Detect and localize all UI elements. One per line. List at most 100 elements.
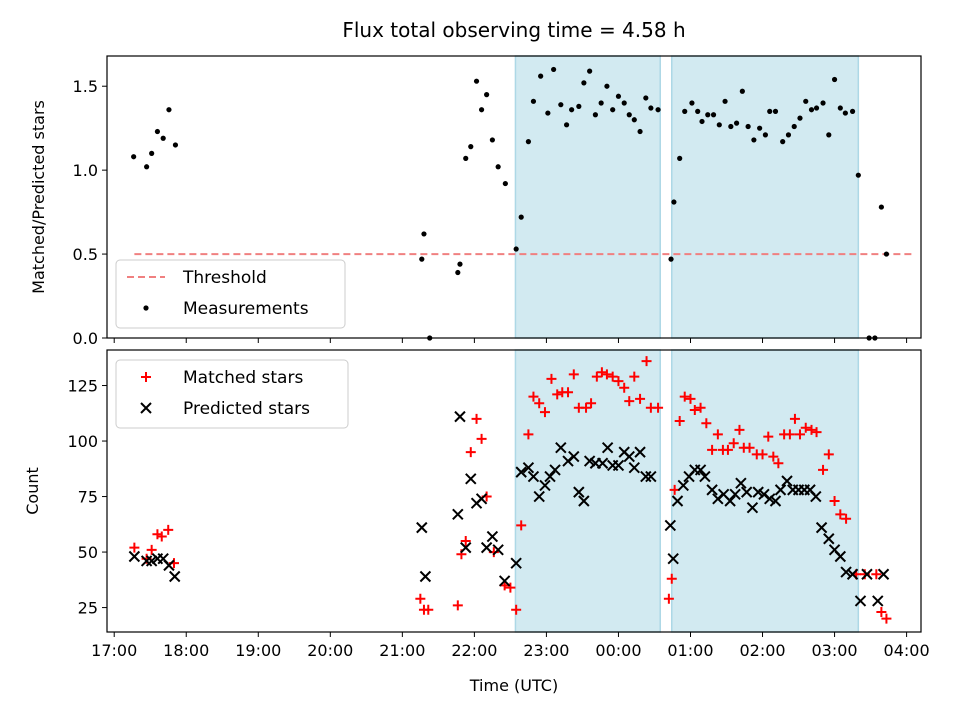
data-point xyxy=(591,371,602,382)
data-point xyxy=(762,132,769,138)
data-point xyxy=(699,118,705,125)
data-point xyxy=(465,473,477,485)
data-point xyxy=(861,568,873,580)
data-point xyxy=(677,155,683,161)
data-point xyxy=(492,544,504,556)
data-point xyxy=(478,107,485,113)
data-point xyxy=(555,441,567,454)
x-tick-label: 21:00 xyxy=(379,641,425,660)
data-point xyxy=(511,604,522,615)
data-point xyxy=(452,508,464,521)
data-point xyxy=(785,132,792,138)
data-point xyxy=(528,391,539,402)
x-tick-label: 00:00 xyxy=(595,641,641,660)
axes-frame-1 xyxy=(106,55,922,339)
data-point xyxy=(640,470,652,483)
data-point xyxy=(707,444,718,455)
data-point xyxy=(667,553,679,565)
x-axis-label: Time (UTC) xyxy=(469,676,558,695)
data-point xyxy=(837,105,843,111)
data-point xyxy=(701,418,712,429)
data-point xyxy=(734,424,745,435)
data-point xyxy=(813,105,820,111)
x-tick-label: 17:00 xyxy=(91,641,137,660)
data-point xyxy=(613,376,624,387)
data-point xyxy=(539,407,550,418)
data-point xyxy=(578,495,590,507)
data-point xyxy=(610,107,616,113)
data-point xyxy=(733,120,740,126)
legend-label: Predicted stars xyxy=(183,399,310,419)
data-point xyxy=(855,172,861,178)
data-point xyxy=(538,73,544,79)
data-point xyxy=(163,524,174,535)
data-point xyxy=(768,451,779,462)
data-point xyxy=(668,256,674,262)
data-point xyxy=(666,573,677,584)
y-tick-label: 25 xyxy=(78,599,98,618)
data-point xyxy=(160,135,166,141)
data-point xyxy=(631,117,637,123)
data-point xyxy=(457,261,463,267)
data-point xyxy=(129,542,140,553)
data-point xyxy=(166,107,172,113)
data-point xyxy=(685,393,696,404)
data-point xyxy=(476,433,487,444)
data-point xyxy=(486,530,499,543)
data-point xyxy=(615,93,622,99)
data-point xyxy=(544,470,556,483)
x-tick-label: 03:00 xyxy=(812,641,858,660)
data-point xyxy=(415,593,426,604)
data-point xyxy=(699,470,711,483)
data-point xyxy=(545,110,551,116)
data-point xyxy=(773,458,784,469)
data-point xyxy=(569,107,575,113)
data-point xyxy=(745,123,751,130)
data-point xyxy=(601,441,614,454)
data-point xyxy=(601,369,612,380)
data-point xyxy=(746,501,759,514)
y-tick-label: 100 xyxy=(67,432,98,451)
data-point xyxy=(473,78,480,84)
data-point xyxy=(454,410,466,423)
data-point xyxy=(527,470,540,483)
y-axis-label: Count xyxy=(23,467,42,515)
legend-1: Threshold Measurements xyxy=(115,259,346,329)
data-point xyxy=(881,613,892,624)
data-point xyxy=(849,108,856,114)
data-point xyxy=(484,92,490,98)
data-point xyxy=(791,123,797,130)
data-point xyxy=(663,593,674,604)
data-point xyxy=(878,204,884,210)
data-point xyxy=(552,389,563,400)
data-point xyxy=(872,595,884,607)
data-point xyxy=(797,115,803,121)
data-point xyxy=(653,402,664,413)
data-point xyxy=(744,442,755,453)
data-point xyxy=(169,570,181,583)
data-point xyxy=(674,416,685,427)
data-point xyxy=(695,108,701,114)
data-point xyxy=(419,570,432,583)
data-point xyxy=(539,479,551,492)
data-point xyxy=(826,132,832,138)
data-point xyxy=(655,107,661,113)
data-point xyxy=(581,402,592,413)
data-point xyxy=(515,466,527,478)
data-point xyxy=(763,431,774,442)
x-tick-label: 02:00 xyxy=(739,641,785,660)
data-point xyxy=(518,214,524,220)
data-point xyxy=(705,112,711,118)
x-tick-label: 20:00 xyxy=(307,641,353,660)
data-point xyxy=(172,142,179,148)
data-point xyxy=(510,557,522,569)
data-point xyxy=(522,461,535,474)
data-point xyxy=(871,569,882,580)
data-point xyxy=(624,396,635,407)
data-point xyxy=(648,105,654,111)
data-point xyxy=(495,164,501,170)
data-point xyxy=(772,108,779,114)
data-point xyxy=(810,490,822,503)
y-tick-label: 125 xyxy=(67,377,98,396)
data-point xyxy=(468,144,474,150)
